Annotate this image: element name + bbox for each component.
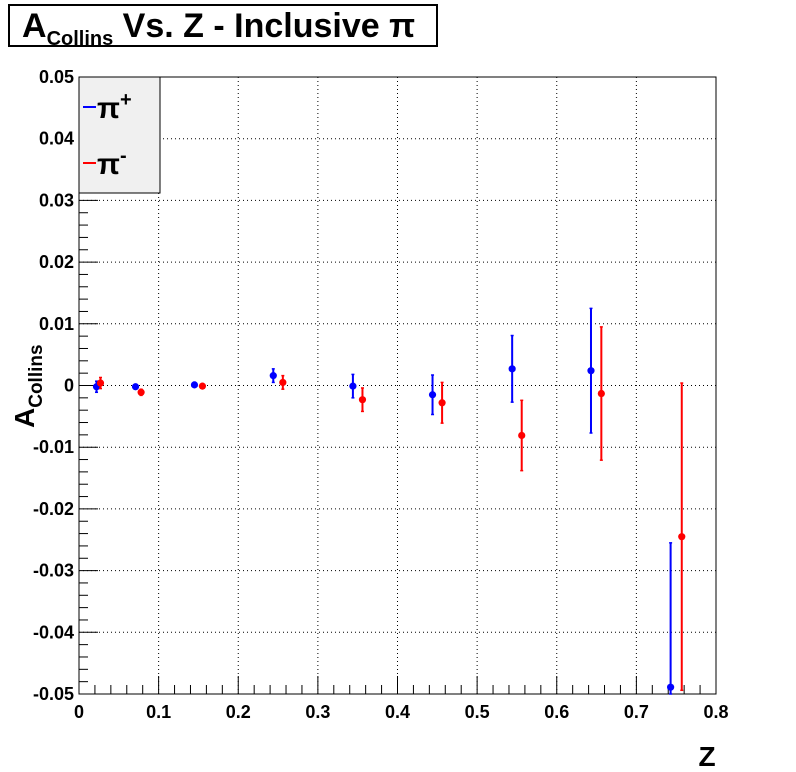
chart-title-subscript: Collins: [46, 28, 114, 50]
data-point-pi-minus: [597, 389, 605, 398]
y-tick-label: -0.01: [33, 437, 74, 457]
legend-box: [78, 76, 161, 194]
y-tick-label: -0.03: [33, 561, 74, 581]
data-point-pi-minus: [678, 533, 686, 541]
y-tick-label: 0: [64, 376, 74, 396]
x-axis-title: Z: [698, 741, 715, 772]
y-tick-label: 0.03: [39, 190, 74, 210]
grid-lines: [79, 77, 716, 694]
x-tick-label: 0.2: [226, 702, 251, 722]
data-point-pi-minus: [438, 399, 446, 407]
tick-labels: 0 0.1 0.2 0.3 0.4 0.5 0.6 0.7 0.8 -0.05 -0.04 -0.03…: [33, 67, 729, 722]
data-point-pi-plus: [269, 372, 277, 380]
y-tick-label: -0.04: [33, 622, 74, 642]
data-point-pi-minus: [518, 431, 526, 440]
x-tick-label: 0.1: [146, 702, 171, 722]
y-tick-label: 0.01: [39, 314, 74, 334]
data-point-pi-plus: [190, 381, 199, 389]
y-axis-title: ACollins: [9, 344, 47, 428]
data-point-pi-minus: [198, 382, 207, 390]
x-tick-label: 0.3: [305, 702, 330, 722]
y-tick-label: -0.02: [33, 499, 74, 519]
data-point-pi-plus: [587, 367, 595, 375]
x-tick-label: 0.6: [544, 702, 569, 722]
chart-title-main: A: [22, 7, 47, 45]
data-point-pi-plus: [667, 683, 675, 691]
legend-label-pi-minus: π-: [97, 145, 127, 181]
y-tick-label: 0.02: [39, 252, 74, 272]
y-tick-label: -0.05: [33, 684, 74, 704]
data-point-pi-minus: [279, 378, 287, 387]
data-point-pi-plus: [131, 383, 140, 391]
data-point-pi-minus: [358, 396, 367, 404]
x-tick-label: 0: [74, 702, 84, 722]
x-tick-label: 0.4: [385, 702, 410, 722]
chart-title: ACollins Vs. Z - Inclusive π: [8, 4, 438, 50]
legend: π+ π-: [78, 76, 161, 194]
x-tick-label: 0.5: [465, 702, 490, 722]
data-point-pi-minus: [96, 379, 105, 387]
data-point-pi-plus: [428, 391, 437, 399]
y-tick-label: 0.05: [39, 67, 74, 87]
y-tick-label: 0.04: [39, 129, 74, 149]
data-point-pi-plus: [349, 382, 357, 390]
data-point-pi-minus: [137, 388, 145, 396]
data-point-pi-plus: [508, 365, 516, 373]
data-points: [92, 307, 686, 695]
chart-title-rest: Vs. Z - Inclusive π: [113, 7, 416, 45]
legend-label-pi-plus: π+: [97, 89, 132, 125]
x-tick-label: 0.7: [624, 702, 649, 722]
x-tick-label: 0.8: [703, 702, 728, 722]
